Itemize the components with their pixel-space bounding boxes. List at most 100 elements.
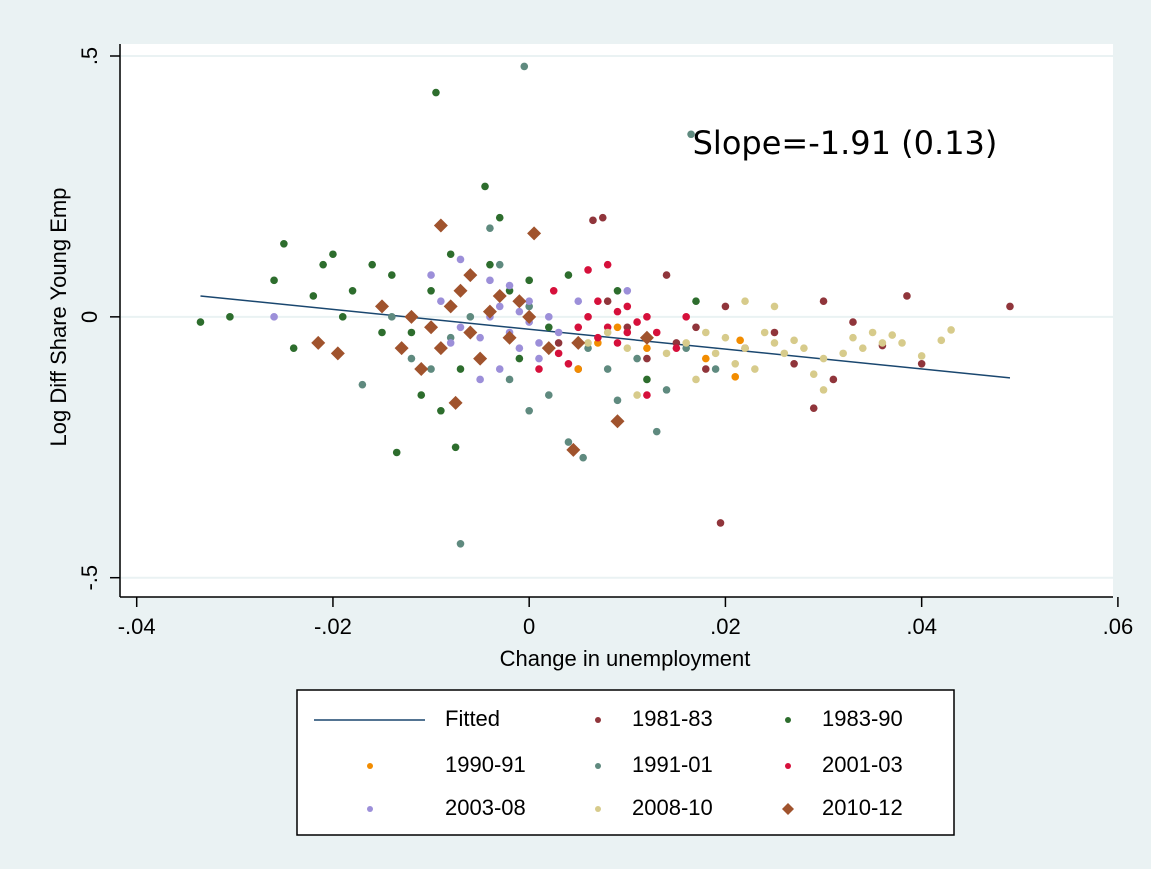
x-tick-label: -.04 — [118, 614, 156, 639]
legend-label: 1990-91 — [445, 752, 526, 777]
point — [505, 281, 514, 290]
point — [433, 341, 448, 356]
point — [643, 313, 651, 321]
point — [603, 323, 612, 332]
point — [603, 328, 612, 337]
point — [564, 360, 573, 368]
annotation: Slope=-1.91 (0.13) — [693, 124, 998, 162]
point — [888, 331, 897, 339]
legend: Fitted 1981-83 1983-90 1990-91 1991-01 2001-0… — [314, 706, 903, 820]
point — [545, 391, 553, 399]
point — [451, 443, 460, 452]
point — [456, 365, 465, 373]
point — [1006, 302, 1014, 311]
point — [535, 365, 543, 373]
legend-label: 2001-03 — [822, 752, 903, 777]
point — [623, 286, 632, 295]
point — [338, 313, 347, 321]
point — [486, 224, 494, 232]
point — [270, 276, 278, 285]
point — [639, 330, 654, 345]
point — [495, 302, 504, 311]
x-tick-label: 0 — [523, 614, 535, 639]
point — [476, 333, 484, 342]
point — [309, 292, 318, 300]
point — [446, 339, 455, 347]
point — [672, 344, 681, 352]
point — [662, 349, 671, 358]
x-tick-label: .04 — [906, 614, 937, 639]
point — [196, 318, 205, 326]
legend-symbol — [367, 763, 373, 769]
point — [446, 250, 455, 259]
point — [701, 328, 710, 337]
marks — [196, 62, 1014, 548]
point — [495, 213, 504, 222]
point — [594, 339, 602, 347]
point — [571, 335, 586, 350]
fit-line — [200, 295, 1011, 379]
point — [652, 427, 661, 436]
point — [527, 226, 542, 241]
point — [456, 255, 465, 264]
y-tick-label: .5 — [77, 47, 102, 65]
point — [603, 260, 612, 269]
point — [858, 344, 867, 352]
point — [495, 260, 504, 269]
point — [770, 302, 779, 311]
point — [760, 328, 769, 337]
point — [437, 297, 445, 305]
plot-region — [121, 44, 1113, 597]
point — [448, 395, 463, 410]
point — [427, 286, 435, 295]
point — [456, 539, 465, 548]
point — [525, 302, 533, 311]
point — [564, 438, 573, 446]
point — [711, 365, 720, 373]
point — [368, 260, 376, 269]
point — [643, 344, 651, 352]
point — [584, 266, 592, 274]
point — [809, 404, 818, 412]
point — [515, 307, 524, 316]
point — [711, 349, 720, 358]
legend-label: 2008-10 — [632, 795, 713, 820]
legend-symbol — [785, 717, 791, 723]
point — [584, 339, 592, 347]
point — [520, 62, 529, 71]
point — [721, 333, 730, 342]
point — [525, 276, 533, 285]
point — [407, 328, 416, 337]
point — [790, 336, 798, 345]
point — [692, 297, 700, 305]
point — [270, 313, 278, 321]
point — [486, 260, 494, 269]
point — [579, 453, 587, 462]
point — [525, 297, 533, 305]
x-tick-label: .02 — [710, 614, 741, 639]
point — [736, 336, 744, 345]
point — [545, 313, 553, 321]
point — [311, 335, 326, 350]
point — [809, 370, 818, 379]
legend-label: 2010-12 — [822, 795, 903, 820]
point — [505, 286, 514, 295]
point — [623, 328, 632, 337]
legend-symbol — [785, 763, 791, 769]
point — [819, 297, 828, 305]
point — [463, 325, 478, 340]
point — [687, 130, 695, 139]
legend-label: Fitted — [445, 706, 500, 731]
point — [623, 323, 632, 332]
y-tick-label: 0 — [77, 311, 102, 323]
point — [790, 360, 798, 368]
point — [589, 216, 597, 225]
point — [623, 302, 632, 311]
point — [839, 349, 847, 358]
ticks: -.5 0 .5 -.04 -.02 0 .02 .04 .06 — [77, 47, 1133, 639]
point — [662, 386, 671, 394]
point — [574, 323, 583, 332]
point — [566, 442, 581, 457]
point — [643, 391, 651, 399]
point — [819, 354, 828, 363]
